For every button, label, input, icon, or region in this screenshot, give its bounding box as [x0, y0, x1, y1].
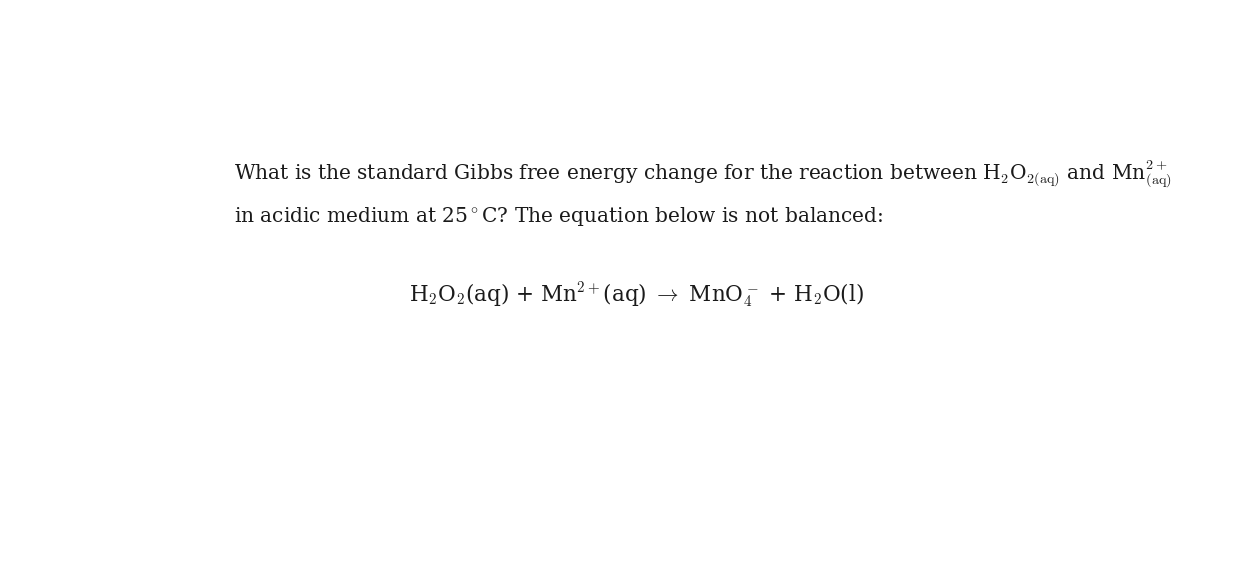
Text: What is the standard Gibbs free energy change for the reaction between H$_2$O$_{: What is the standard Gibbs free energy c…: [235, 158, 1172, 190]
Text: H$_2$O$_2$(aq) + Mn$^{2+}$(aq) $\rightarrow$ MnO$_4^-$ + H$_2$O(l): H$_2$O$_2$(aq) + Mn$^{2+}$(aq) $\rightar…: [409, 281, 864, 310]
Text: in acidic medium at 25$^\circ$C? The equation below is not balanced:: in acidic medium at 25$^\circ$C? The equ…: [235, 205, 883, 228]
